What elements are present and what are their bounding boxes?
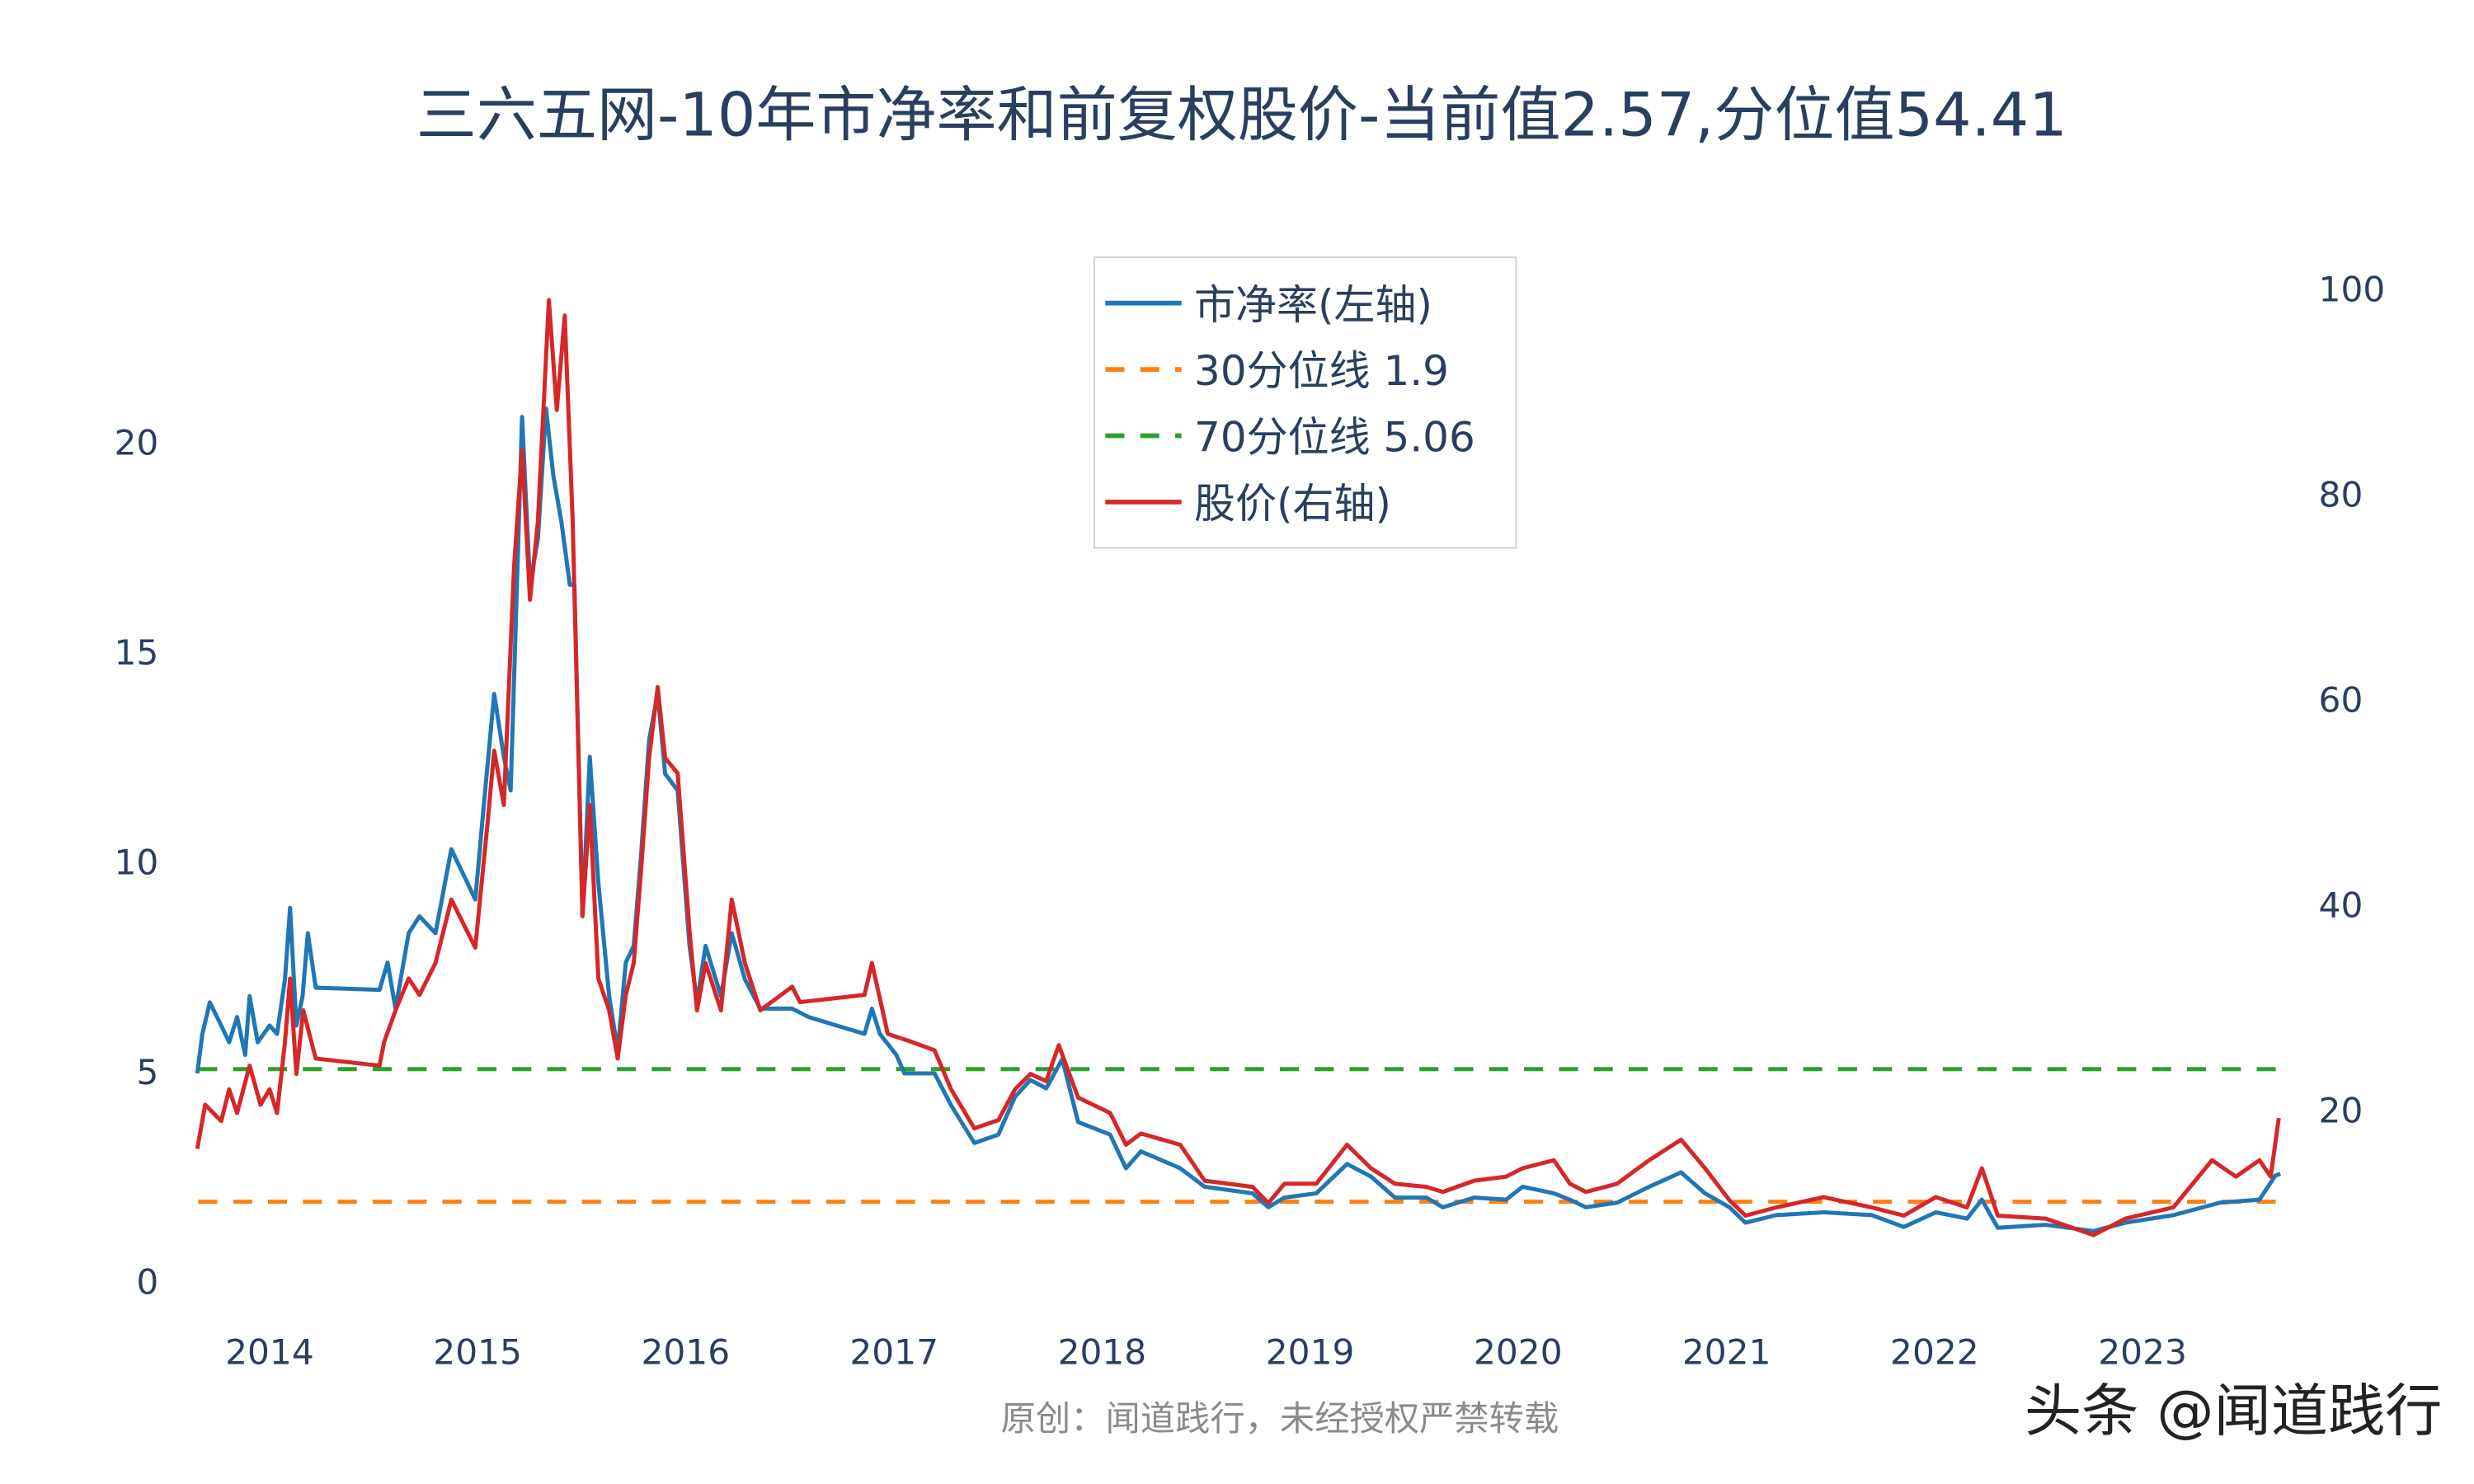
- x-tick-label: 2022: [1890, 1332, 1979, 1373]
- y-right-tick-label: 60: [2319, 680, 2363, 721]
- y-right-tick-label: 100: [2319, 270, 2386, 310]
- y-right-tick-label: 40: [2319, 885, 2363, 926]
- series-line-price: [195, 298, 2281, 1237]
- x-tick-label: 2021: [1682, 1332, 1771, 1373]
- y-left-tick-label: 10: [114, 843, 158, 883]
- y-axis-left: 0 5 10 15 20: [114, 423, 158, 1303]
- y-left-tick-label: 15: [114, 632, 158, 673]
- y-left-tick-label: 0: [136, 1262, 158, 1303]
- legend-label: 市净率(左轴): [1194, 281, 1432, 329]
- legend[interactable]: 市净率(左轴) 30分位线 1.9 70分位线 5.06 股价(右轴): [1093, 256, 1517, 549]
- x-tick-label: 2019: [1266, 1332, 1355, 1373]
- legend-label: 股价(右轴): [1194, 480, 1391, 528]
- legend-item[interactable]: 70分位线 5.06: [1105, 414, 1475, 462]
- x-tick-label: 2020: [1474, 1332, 1563, 1373]
- x-tick-label: 2015: [433, 1332, 522, 1373]
- series-line-pb: [195, 406, 2282, 1233]
- legend-item[interactable]: 30分位线 1.9: [1105, 347, 1449, 395]
- watermark: 头条 @闻道践行: [2025, 1378, 2443, 1444]
- x-tick-label: 2014: [225, 1332, 314, 1373]
- y-right-tick-label: 80: [2319, 475, 2363, 515]
- legend-box: [1093, 256, 1517, 549]
- chart-title: 三六五网-10年市净率和前复权股价-当前值2.57,分位值54.41: [416, 81, 2067, 151]
- source-note: 原创：闻道践行，未经授权严禁转载: [1001, 1398, 1559, 1439]
- y-left-tick-label: 20: [114, 423, 158, 463]
- legend-label: 70分位线 5.06: [1194, 414, 1475, 462]
- legend-item[interactable]: 市净率(左轴): [1105, 281, 1432, 329]
- x-axis: 2014 2015 2016 2017 2018 2019 2020 2021 2022 2023: [225, 1332, 2187, 1373]
- y-left-tick-label: 5: [136, 1052, 158, 1092]
- y-right-tick-label: 20: [2319, 1091, 2363, 1131]
- x-tick-label: 2017: [849, 1332, 938, 1373]
- y-axis-right: 20 40 60 80 100: [2319, 270, 2386, 1131]
- legend-label: 30分位线 1.9: [1194, 347, 1449, 395]
- x-tick-label: 2018: [1058, 1332, 1147, 1373]
- x-tick-label: 2016: [641, 1332, 730, 1373]
- x-tick-label: 2023: [2098, 1332, 2187, 1373]
- legend-item[interactable]: 股价(右轴): [1105, 480, 1391, 528]
- plot-area: [195, 298, 2282, 1237]
